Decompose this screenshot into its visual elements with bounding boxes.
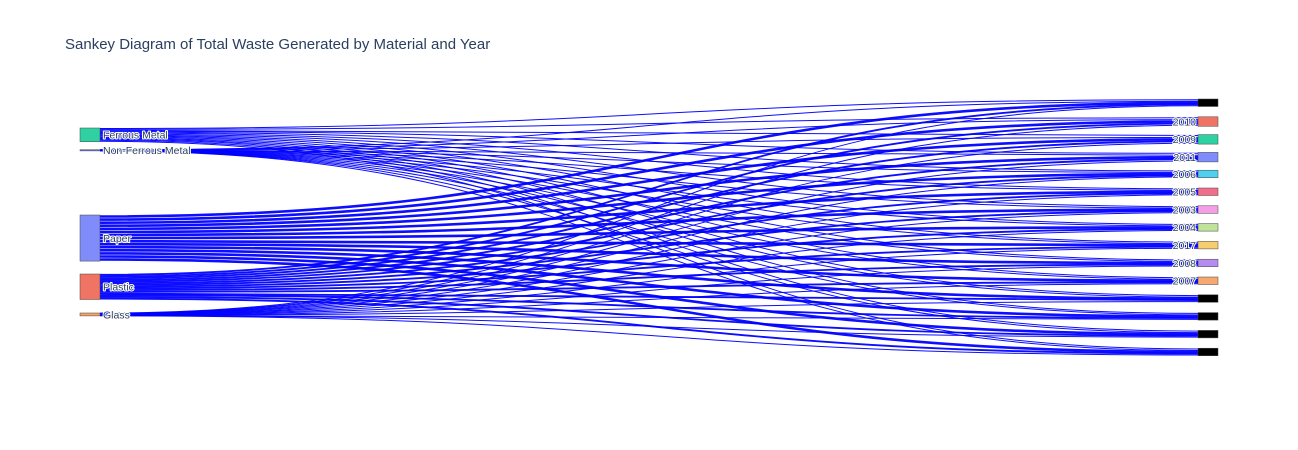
link-non-ferrous-metal-to-2009[interactable] bbox=[99, 136, 1199, 151]
node-label-year-2008: 2008 bbox=[1173, 258, 1197, 270]
link-non-ferrous-metal-to-2008[interactable] bbox=[99, 150, 1199, 262]
node-unlabeled-12[interactable] bbox=[1197, 312, 1219, 321]
link-paper-to-2017[interactable] bbox=[99, 239, 1199, 247]
link-paper-to-2011[interactable] bbox=[99, 155, 1199, 227]
node-paper[interactable] bbox=[79, 214, 101, 262]
node-label-glass: Glass bbox=[103, 309, 130, 321]
link-ferrous-metal-to-2007[interactable] bbox=[99, 137, 1199, 279]
link-non-ferrous-metal-to-2006[interactable] bbox=[99, 149, 1199, 173]
link-plastic-to-node-13[interactable] bbox=[99, 295, 1199, 337]
link-plastic-to-node-12[interactable] bbox=[99, 294, 1199, 319]
sankey-links bbox=[99, 99, 1199, 356]
node-label-year-2010: 2010 bbox=[1173, 116, 1197, 128]
node-ferrous-metal[interactable] bbox=[79, 127, 101, 142]
link-glass-to-2011[interactable] bbox=[99, 160, 1199, 315]
node-label-year-2009: 2009 bbox=[1173, 134, 1197, 146]
node-year-2010[interactable] bbox=[1197, 116, 1219, 127]
link-non-ferrous-metal-to-node-14[interactable] bbox=[99, 150, 1199, 351]
node-unlabeled-14[interactable] bbox=[1197, 347, 1219, 356]
link-paper-to-2007[interactable] bbox=[99, 245, 1199, 283]
link-ferrous-metal-to-node-0[interactable] bbox=[99, 99, 1199, 129]
node-year-2003[interactable] bbox=[1197, 205, 1219, 214]
link-plastic-to-node-11[interactable] bbox=[99, 292, 1199, 302]
node-non-ferrous-metal[interactable] bbox=[79, 149, 101, 152]
link-glass-to-node-14[interactable] bbox=[99, 315, 1199, 356]
link-non-ferrous-metal-to-node-11[interactable] bbox=[99, 150, 1199, 298]
link-paper-to-2009[interactable] bbox=[99, 138, 1199, 224]
sankey-nodes: Ferrous Metal Non-Ferrous Metal Paper Plast… bbox=[79, 98, 1219, 356]
link-glass-to-node-0[interactable] bbox=[99, 105, 1199, 314]
link-paper-to-2003[interactable] bbox=[99, 208, 1199, 237]
link-plastic-to-node-0[interactable] bbox=[99, 103, 1199, 276]
link-glass-to-2010[interactable] bbox=[99, 124, 1199, 314]
link-non-ferrous-metal-to-2010[interactable] bbox=[99, 119, 1199, 151]
link-glass-to-2017[interactable] bbox=[99, 247, 1199, 316]
link-paper-to-node-13[interactable] bbox=[99, 255, 1199, 336]
link-paper-to-2005[interactable] bbox=[99, 190, 1199, 234]
link-ferrous-metal-to-node-12[interactable] bbox=[99, 138, 1199, 314]
link-glass-to-2007[interactable] bbox=[99, 283, 1199, 316]
link-ferrous-metal-to-2008[interactable] bbox=[99, 136, 1199, 261]
link-plastic-to-2008[interactable] bbox=[99, 263, 1199, 292]
node-label-year-2017: 2017 bbox=[1173, 240, 1197, 252]
link-non-ferrous-metal-to-2004[interactable] bbox=[99, 149, 1199, 227]
link-paper-to-2004[interactable] bbox=[99, 226, 1199, 240]
link-paper-to-node-0[interactable] bbox=[99, 101, 1199, 218]
link-non-ferrous-metal-to-2003[interactable] bbox=[99, 149, 1199, 209]
node-year-2006[interactable] bbox=[1197, 169, 1219, 178]
link-ferrous-metal-to-2011[interactable] bbox=[99, 130, 1199, 154]
link-paper-to-2008[interactable] bbox=[99, 242, 1199, 265]
link-ferrous-metal-to-2006[interactable] bbox=[99, 131, 1199, 172]
link-glass-to-2008[interactable] bbox=[99, 265, 1199, 316]
node-label-non-ferrous-metal: Non-Ferrous Metal bbox=[103, 145, 191, 157]
link-non-ferrous-metal-to-node-0[interactable] bbox=[99, 100, 1199, 151]
link-glass-to-2005[interactable] bbox=[99, 194, 1199, 315]
link-paper-to-2006[interactable] bbox=[99, 172, 1199, 231]
node-label-year-2004: 2004 bbox=[1173, 222, 1197, 234]
node-year-2007[interactable] bbox=[1197, 276, 1219, 285]
link-plastic-to-2004[interactable] bbox=[99, 227, 1199, 288]
node-label-ferrous-metal: Ferrous Metal bbox=[103, 130, 168, 142]
node-year-2009[interactable] bbox=[1197, 134, 1219, 145]
link-paper-to-node-12[interactable] bbox=[99, 252, 1199, 318]
node-year-2008[interactable] bbox=[1197, 258, 1219, 267]
node-year-2017[interactable] bbox=[1197, 241, 1219, 250]
node-unlabeled-13[interactable] bbox=[1197, 330, 1219, 339]
link-non-ferrous-metal-to-node-13[interactable] bbox=[99, 150, 1199, 334]
link-glass-to-node-11[interactable] bbox=[99, 301, 1199, 316]
node-label-year-2005: 2005 bbox=[1173, 187, 1197, 199]
node-unlabeled-0[interactable] bbox=[1197, 98, 1219, 107]
link-plastic-to-2003[interactable] bbox=[99, 210, 1199, 286]
link-glass-to-2004[interactable] bbox=[99, 229, 1199, 315]
link-paper-to-node-11[interactable] bbox=[99, 249, 1199, 300]
node-unlabeled-11[interactable] bbox=[1197, 294, 1219, 303]
node-label-year-2003: 2003 bbox=[1173, 204, 1197, 216]
node-label-year-2006: 2006 bbox=[1173, 169, 1197, 181]
link-plastic-to-2017[interactable] bbox=[99, 245, 1199, 290]
node-label-year-2007: 2007 bbox=[1173, 276, 1197, 288]
node-year-2004[interactable] bbox=[1197, 223, 1219, 232]
link-glass-to-2009[interactable] bbox=[99, 142, 1199, 314]
link-glass-to-2003[interactable] bbox=[99, 212, 1199, 315]
link-non-ferrous-metal-to-2017[interactable] bbox=[99, 149, 1199, 245]
node-label-plastic: Plastic bbox=[103, 282, 134, 294]
link-paper-to-2010[interactable] bbox=[99, 120, 1199, 221]
link-glass-to-2006[interactable] bbox=[99, 176, 1199, 315]
link-glass-to-node-13[interactable] bbox=[99, 315, 1199, 338]
chart-title: Sankey Diagram of Total Waste Generated … bbox=[65, 36, 491, 53]
node-glass[interactable] bbox=[79, 312, 101, 317]
link-non-ferrous-metal-to-2007[interactable] bbox=[99, 150, 1199, 280]
node-plastic[interactable] bbox=[79, 273, 101, 300]
node-label-paper: Paper bbox=[103, 233, 132, 245]
link-plastic-to-2010[interactable] bbox=[99, 122, 1199, 278]
node-label-year-2011: 2011 bbox=[1173, 152, 1196, 164]
node-year-2005[interactable] bbox=[1197, 187, 1219, 196]
node-year-2011[interactable] bbox=[1197, 152, 1219, 163]
link-plastic-to-2007[interactable] bbox=[99, 281, 1199, 293]
link-plastic-to-2005[interactable] bbox=[99, 192, 1199, 285]
